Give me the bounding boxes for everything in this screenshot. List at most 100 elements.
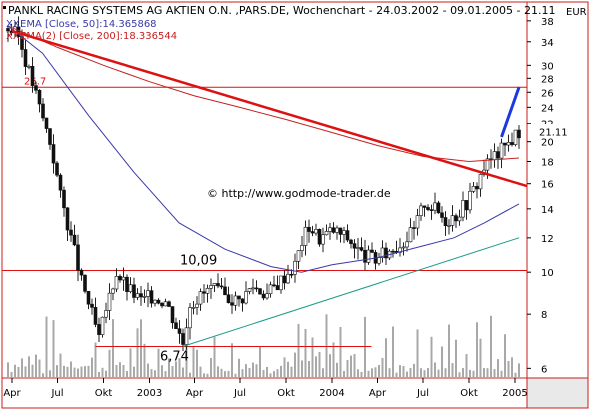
volume-bar (199, 366, 202, 378)
volume-bar (490, 315, 492, 378)
volume-bar (308, 360, 310, 378)
candle-body (205, 288, 210, 294)
candle-body (356, 247, 360, 249)
y-tick-label: 8 (541, 310, 547, 321)
candle-body (163, 301, 168, 307)
candle-body (139, 293, 143, 298)
volume-bar (311, 337, 314, 378)
y-tick-label: 12 (541, 234, 554, 245)
volume-bar (157, 348, 160, 378)
candle-body (363, 249, 367, 263)
volume-bar (388, 368, 391, 378)
volume-bar (73, 367, 76, 378)
volume-bar (213, 336, 216, 378)
trendline-downtrend (11, 29, 528, 188)
volume-bar (437, 369, 440, 378)
candle-body (370, 249, 374, 253)
y-tick-label: 14 (541, 205, 554, 216)
volume-bar (168, 358, 170, 378)
candle-body (258, 288, 262, 295)
candle-body (513, 129, 518, 145)
candle-body (100, 316, 105, 335)
candle-body (86, 291, 91, 305)
candle-body (415, 215, 420, 229)
volume-bar (441, 346, 443, 378)
candle-body (188, 307, 192, 329)
watermark: © http://www.godmode-trader.de (207, 187, 391, 200)
volume-bar (483, 368, 485, 378)
y-tick-label: 16 (541, 180, 554, 191)
candle-body (30, 66, 35, 86)
candle-body (272, 284, 276, 287)
x-tick-label: Okt (95, 388, 113, 399)
candle-body (303, 226, 308, 246)
volume-bar (150, 369, 153, 378)
volume-bar (434, 362, 436, 378)
volume-bar (98, 372, 100, 378)
volume-bar (301, 360, 303, 378)
volume-bar (122, 364, 125, 378)
volume-bar (185, 328, 188, 378)
y-tick-label: 24 (541, 103, 554, 114)
y-tick-label: 18 (541, 158, 554, 169)
volume-bar (217, 366, 219, 378)
candle-body (408, 227, 413, 243)
volume-bar (126, 371, 128, 378)
candle-body (377, 257, 381, 264)
y-tick-label: 38 (541, 17, 554, 28)
candle-body (517, 129, 521, 139)
volume-bar (66, 366, 69, 378)
candle-body (90, 303, 94, 308)
candle-body (349, 239, 353, 244)
volume-bar (17, 366, 20, 378)
legend-marker: XX (6, 31, 20, 42)
volume-bar (451, 363, 454, 378)
candle-body (499, 142, 504, 159)
volume-bar (416, 329, 419, 378)
volume-bar (259, 346, 261, 378)
volume-bar (143, 343, 146, 378)
volume-bar (385, 338, 387, 378)
y-tick-label: 6 (541, 364, 547, 375)
volume-bar (161, 365, 163, 378)
volume-bar (287, 361, 289, 378)
volume-bar (224, 371, 226, 378)
volume-bar (479, 338, 482, 378)
candle-body (83, 274, 87, 292)
candle-body (244, 291, 248, 304)
volume-bar (413, 363, 415, 378)
volume-bar (346, 359, 349, 378)
volume-bar (80, 366, 83, 378)
volume-bar (238, 358, 240, 378)
volume-bar (360, 371, 363, 378)
volume-bar (427, 368, 429, 378)
volume-bar (63, 365, 65, 378)
candle-body (97, 324, 101, 335)
candle-body (447, 225, 451, 227)
volume-bar (196, 349, 198, 378)
volume-bar (458, 372, 461, 378)
candle-body (492, 151, 497, 160)
candle-body (174, 322, 178, 330)
volume-bar (220, 368, 223, 378)
candle-body (506, 142, 511, 146)
candle-body (338, 227, 343, 235)
volume-bar (245, 364, 247, 378)
volume-bar (266, 366, 268, 378)
volume-bar (38, 359, 41, 378)
candle-body (419, 205, 423, 216)
candle-body (436, 202, 441, 214)
candle-body (359, 247, 364, 251)
volume-bar (175, 361, 177, 378)
volume-bar (493, 369, 496, 378)
volume-bar (269, 373, 272, 378)
candle-body (55, 162, 59, 176)
candle-body (440, 212, 444, 218)
x-tick-label: Jul (416, 388, 429, 399)
candle-body (317, 229, 322, 245)
candle-body (212, 283, 217, 286)
volume-bar (276, 369, 279, 378)
candle-body (177, 328, 182, 334)
